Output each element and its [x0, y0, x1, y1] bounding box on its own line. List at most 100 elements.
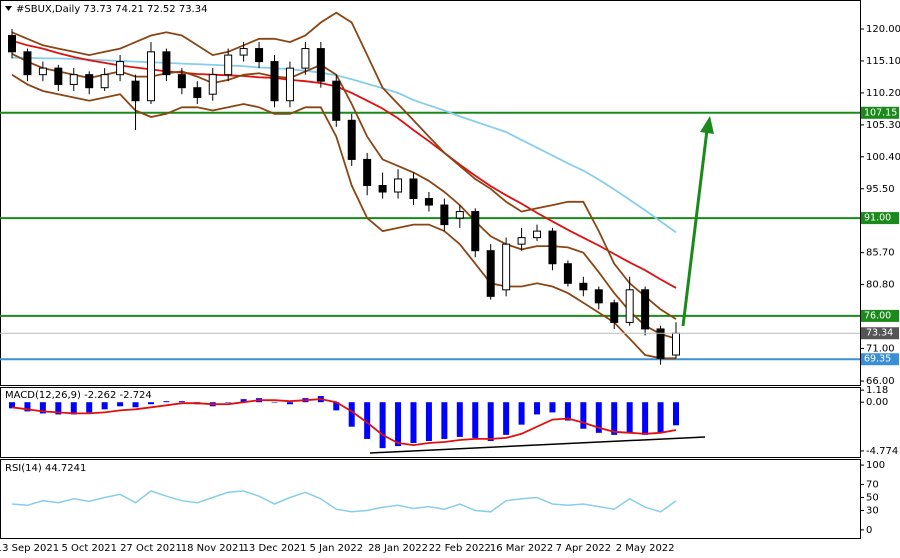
histogram-bar	[595, 402, 602, 433]
histogram-bar	[410, 402, 417, 444]
y-tick-label: 80.80	[866, 280, 895, 291]
candle-body	[641, 289, 650, 330]
level-label: 69.35	[864, 354, 891, 365]
forecast-arrow	[681, 129, 709, 327]
candle-body	[486, 250, 495, 297]
y-tick-label: 50	[866, 492, 879, 503]
level-label-box	[861, 353, 899, 366]
level-label-box	[861, 309, 899, 322]
level-label: 76.00	[864, 310, 891, 321]
histogram-bar	[456, 402, 463, 437]
x-tick-label: 2 May 2022	[616, 543, 675, 554]
candle-body	[579, 282, 588, 291]
x-tick-label: 13 Dec 2021	[243, 543, 307, 554]
histogram-bar	[534, 402, 541, 415]
x-tick-label: 5 Oct 2021	[61, 543, 116, 554]
histogram-bar	[147, 402, 154, 405]
candle-body	[394, 178, 403, 193]
x-tick-label: 13 Sep 2021	[0, 543, 59, 554]
y-tick-label: 115.10	[866, 56, 900, 67]
candle-body	[116, 61, 125, 76]
candle-body	[239, 48, 248, 56]
y-tick-label: 100	[866, 460, 885, 471]
candle-body	[38, 67, 47, 76]
histogram-bar	[364, 402, 371, 439]
y-tick-label: -4.774	[866, 446, 898, 457]
y-tick-label: 1.18	[866, 385, 888, 396]
rsi-title: RSI(14) 44.7241	[5, 463, 86, 474]
candle-body	[8, 35, 16, 53]
candle-body	[625, 289, 634, 323]
y-tick-label: 85.70	[866, 248, 895, 259]
level-label-box	[861, 212, 899, 225]
candle-body	[440, 204, 449, 226]
histogram-bar	[518, 402, 525, 425]
menu-triangle[interactable]	[5, 6, 12, 11]
histogram-bar	[132, 402, 139, 408]
candle-body	[378, 184, 387, 193]
y-tick-label: 100.40	[866, 152, 900, 163]
price-panel	[0, 0, 861, 386]
y-tick-label: 0	[866, 525, 872, 536]
x-tick-label: 7 Apr 2022	[556, 543, 611, 554]
histogram-bar	[178, 401, 185, 403]
histogram-bar	[673, 402, 679, 426]
histogram-bar	[39, 402, 46, 414]
candle-body	[162, 51, 171, 76]
candle-body	[594, 289, 603, 304]
x-tick-label: 27 Oct 2021	[120, 543, 182, 554]
candle-body	[54, 67, 63, 85]
histogram-bar	[70, 402, 77, 415]
histogram-bar	[580, 402, 587, 429]
histogram-bar	[117, 402, 124, 407]
candle-body	[255, 48, 264, 63]
histogram-bar	[657, 402, 664, 433]
candle-body	[131, 80, 140, 102]
candle-body	[100, 74, 109, 89]
histogram-bar	[441, 402, 448, 439]
candle-body	[610, 302, 619, 323]
histogram-bar	[55, 402, 62, 415]
candle-body	[517, 237, 526, 245]
histogram-bar	[626, 402, 633, 433]
histogram-bar	[472, 402, 479, 438]
candle-body	[672, 332, 680, 356]
x-tick-label: 18 Nov 2021	[181, 543, 245, 554]
candle-body	[563, 263, 572, 284]
trend-line	[369, 436, 706, 454]
candle-body	[424, 198, 433, 206]
x-tick-label: 16 Mar 2022	[490, 543, 553, 554]
histogram-bar	[271, 402, 278, 403]
histogram-bar	[642, 402, 649, 435]
candle-body	[146, 51, 155, 102]
histogram-bar	[379, 402, 386, 449]
candle-body	[224, 54, 233, 76]
candle-body	[533, 230, 542, 239]
level-label-box	[861, 106, 899, 119]
price-title: #SBUX,Daily 73.73 74.21 72.52 73.34	[16, 4, 207, 15]
histogram-bar	[86, 402, 93, 413]
y-tick-label: 110.20	[866, 88, 900, 99]
indicator-line	[11, 11, 677, 320]
y-tick-label: 71.00	[866, 343, 895, 354]
histogram-bar	[425, 402, 432, 441]
histogram-bar	[395, 402, 402, 447]
indicator-line	[11, 73, 676, 360]
y-tick-label: 95.50	[866, 184, 895, 195]
candle-body	[177, 74, 186, 89]
histogram-bar	[9, 402, 15, 409]
histogram-bar	[333, 402, 340, 411]
histogram-bar	[611, 402, 618, 435]
macd-title: MACD(12,26,9) -2.262 -2.724	[5, 390, 152, 401]
candle-body	[548, 230, 557, 265]
candle-body	[455, 211, 464, 219]
forecast-arrow-head	[700, 116, 714, 134]
candle-body	[285, 67, 294, 102]
candle-body	[301, 48, 310, 69]
indicator-line	[12, 56, 677, 234]
y-tick-label: 66.00	[866, 376, 895, 387]
candle-body	[69, 74, 78, 85]
candle-body	[193, 87, 202, 98]
